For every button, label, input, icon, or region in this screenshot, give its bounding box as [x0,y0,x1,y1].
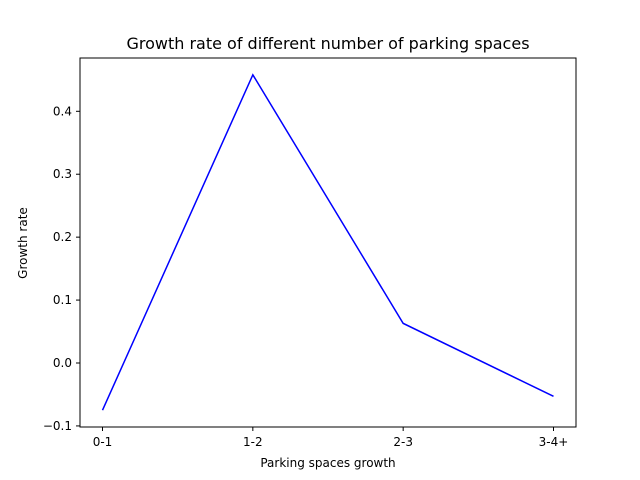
y-axis-label: Growth rate [16,207,30,279]
y-tick-label: −0.1 [43,419,72,433]
y-tick-label: 0.4 [53,104,72,118]
x-tick-label: 2-3 [393,435,413,449]
chart-title: Growth rate of different number of parki… [126,34,529,53]
series-line [101,73,554,411]
y-tick-label: 0.0 [53,356,72,370]
y-tick-label: 0.1 [53,293,72,307]
x-axis-label: Parking spaces growth [260,456,395,470]
y-tick-label: 0.3 [53,167,72,181]
plot-frame [79,57,577,428]
x-axis: 0-1 1-2 2-3 3-4+ [93,427,569,449]
y-axis: −0.1 0.0 0.1 0.2 0.3 0.4 [43,104,80,433]
x-tick-label: 3-4+ [539,435,569,449]
x-tick-label: 0-1 [93,435,113,449]
y-tick-label: 0.2 [53,230,72,244]
series-layer [101,73,554,411]
x-tick-label: 1-2 [243,435,263,449]
